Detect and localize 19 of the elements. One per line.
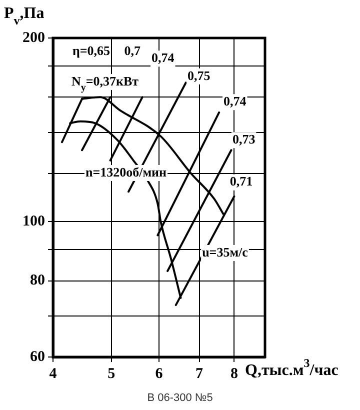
x-tick-label: 6 <box>155 366 164 382</box>
annotation: u=35м/с <box>202 244 248 260</box>
y-tick-label: 60 <box>30 348 45 365</box>
y-tick-label: 200 <box>22 30 45 46</box>
x-tick-label: 8 <box>230 366 238 382</box>
y-tick-label: 80 <box>30 272 45 289</box>
text: В 06-300 №5 <box>147 392 213 404</box>
y-tick-label: 100 <box>22 214 45 230</box>
annotation: 0,73 <box>232 132 256 147</box>
annotation: 0,71 <box>230 174 253 189</box>
annotation: 0,74 <box>223 94 247 108</box>
x-tick-label: 5 <box>108 366 116 382</box>
x-tick-label: 7 <box>196 366 204 382</box>
x-tick-label: 4 <box>49 366 58 382</box>
annotation: 0,75 <box>188 68 211 83</box>
annotation: η=0,65 <box>72 42 111 58</box>
annotation: 0,74 <box>152 50 175 66</box>
annotation: n=1320об/мин <box>85 164 168 180</box>
annotation: 0,7 <box>124 42 142 58</box>
